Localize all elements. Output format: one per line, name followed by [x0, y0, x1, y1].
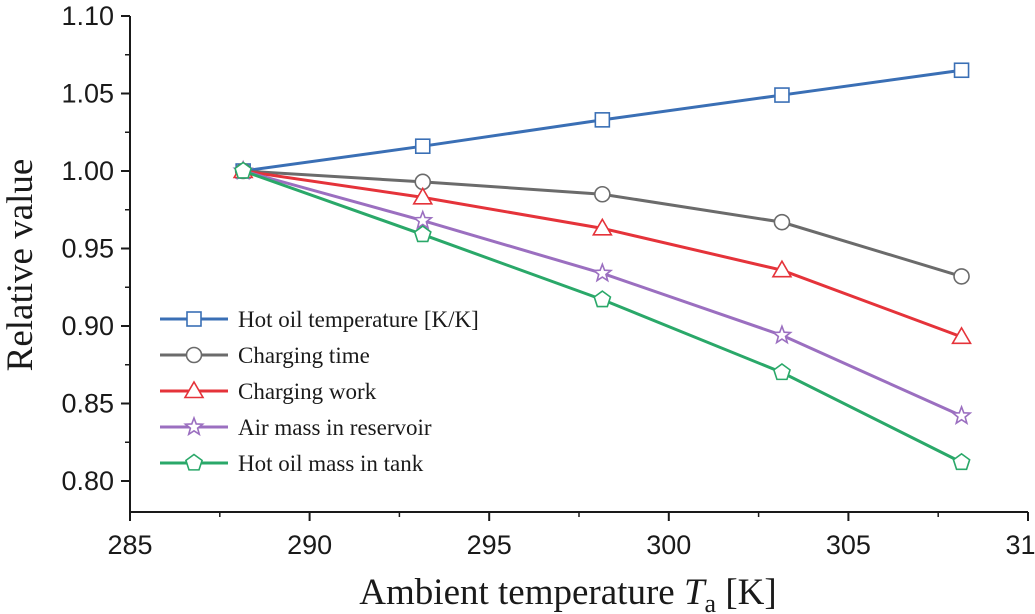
y-tick-label: 1.00: [61, 156, 114, 186]
data-point: [951, 326, 972, 345]
x-axis-title-unit: [K]: [716, 572, 777, 613]
y-axis-title: Relative value: [0, 159, 41, 372]
data-point: [772, 363, 791, 381]
x-axis-title-main: Ambient temperature: [359, 572, 684, 613]
data-point: [774, 87, 790, 103]
x-tick-label: 295: [467, 530, 512, 560]
legend-label: Charging work: [238, 379, 377, 404]
legend-entry: Hot oil temperature [K/K]: [160, 307, 479, 332]
legend-label: Hot oil temperature [K/K]: [238, 307, 479, 332]
y-tick-label: 0.85: [61, 389, 114, 419]
legend-entry: Air mass in reservoir: [160, 415, 432, 440]
axis-ticks: 285 290 295 300 305 310 0.80 0.85 0.90 0.95 1.00 1.…: [61, 1, 1035, 560]
y-tick-label: 1.10: [61, 1, 114, 31]
legend-marker: [183, 380, 205, 399]
data-point: [412, 186, 434, 205]
data-point: [771, 259, 793, 278]
y-tick-label: 1.05: [61, 79, 114, 109]
data-point: [594, 112, 611, 128]
series-square: [235, 62, 970, 179]
data-point: [593, 290, 612, 308]
data-point: [412, 209, 434, 230]
x-tick-label: 290: [287, 530, 332, 560]
x-tick-label: 310: [1005, 530, 1035, 560]
x-axis-title: Ambient temperature Ta [K]: [359, 572, 776, 614]
y-tick-label: 0.80: [61, 466, 114, 496]
data-point: [413, 225, 432, 243]
x-axis-title-subscript: a: [705, 589, 717, 614]
data-point: [414, 138, 431, 154]
legend-entry: Charging time: [160, 343, 370, 368]
data-point: [950, 404, 973, 426]
data-point: [952, 452, 971, 471]
y-tick-label: 0.90: [61, 311, 114, 341]
data-point: [591, 217, 613, 236]
data-point: [591, 262, 614, 283]
x-axis-title-symbol: T: [684, 572, 707, 613]
legend-marker: [186, 311, 202, 327]
legend: Hot oil temperature [K/K] Charging time Ch…: [160, 307, 479, 476]
legend-marker: [184, 453, 204, 471]
series-pentagon: [234, 161, 971, 471]
legend-entry: Hot oil mass in tank: [160, 451, 424, 476]
x-tick-label: 300: [646, 530, 691, 560]
y-tick-label: 0.95: [61, 234, 114, 264]
data-point: [771, 324, 793, 345]
data-point: [953, 268, 970, 285]
legend-entry: Charging work: [160, 379, 377, 404]
data-point: [773, 213, 791, 231]
legend-label: Charging time: [238, 343, 370, 368]
series-group: [232, 62, 973, 471]
legend-label: Hot oil mass in tank: [238, 451, 424, 476]
data-point: [953, 62, 970, 79]
legend-marker: [183, 415, 205, 437]
legend-label: Air mass in reservoir: [238, 415, 432, 440]
x-tick-label: 285: [107, 530, 152, 560]
data-point: [234, 161, 253, 179]
legend-marker: [185, 346, 203, 364]
data-point: [594, 185, 611, 203]
x-tick-label: 305: [826, 530, 871, 560]
